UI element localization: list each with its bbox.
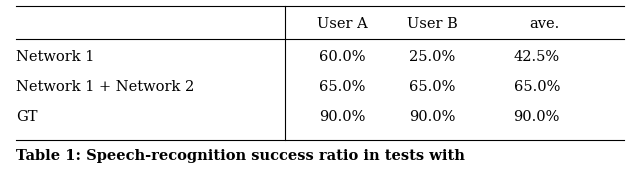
Text: 65.0%: 65.0% [409, 80, 455, 94]
Text: ave.: ave. [530, 17, 560, 31]
Text: 60.0%: 60.0% [319, 50, 365, 64]
Text: User A: User A [317, 17, 368, 31]
Text: User B: User B [406, 17, 458, 31]
Text: Table 1: Speech-recognition success ratio in tests with: Table 1: Speech-recognition success rati… [16, 149, 465, 163]
Text: GT: GT [16, 110, 38, 124]
Text: 65.0%: 65.0% [514, 80, 560, 94]
Text: 42.5%: 42.5% [514, 50, 560, 64]
Text: Network 1: Network 1 [16, 50, 94, 64]
Text: Network 1 + Network 2: Network 1 + Network 2 [16, 80, 195, 94]
Text: 65.0%: 65.0% [319, 80, 365, 94]
Text: 25.0%: 25.0% [409, 50, 455, 64]
Text: 90.0%: 90.0% [319, 110, 365, 124]
Text: 90.0%: 90.0% [514, 110, 560, 124]
Text: 90.0%: 90.0% [409, 110, 455, 124]
